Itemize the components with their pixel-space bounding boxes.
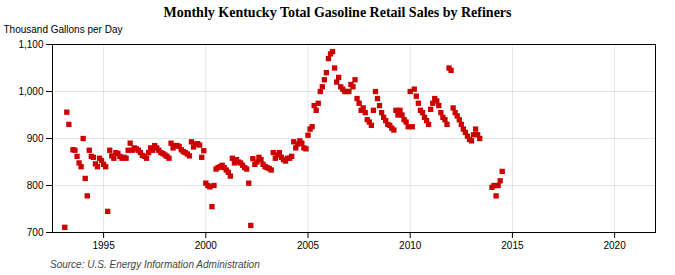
- svg-text:2015: 2015: [501, 240, 524, 251]
- svg-text:2010: 2010: [399, 240, 422, 251]
- html-text:Monthly Kentucky Total Gasolin: Monthly Kentucky Total Gasoline Retail S…: [163, 5, 512, 20]
- svg-text:2020: 2020: [603, 240, 626, 251]
- svg-text:1995: 1995: [92, 240, 115, 251]
- svg-text:Thousand Gallons per Day: Thousand Gallons per Day: [4, 24, 123, 35]
- svg-text:900: 900: [27, 133, 44, 144]
- svg-text:700: 700: [27, 227, 44, 238]
- svg-text:2000: 2000: [195, 240, 218, 251]
- svg-text:2005: 2005: [297, 240, 320, 251]
- html-text:Source: U.S. Energy Informatio: Source: U.S. Energy Information Administ…: [50, 259, 260, 270]
- svg-text:1,000: 1,000: [18, 86, 43, 97]
- svg-text:1,100: 1,100: [18, 39, 43, 50]
- svg-text:800: 800: [27, 180, 44, 191]
